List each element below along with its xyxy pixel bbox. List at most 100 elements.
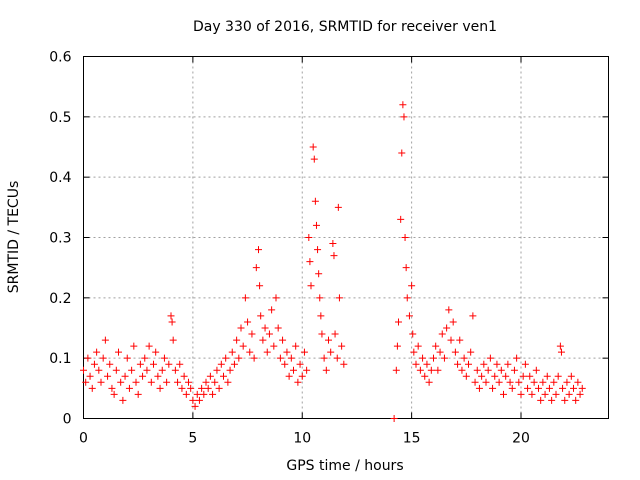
data-point [305,234,313,241]
data-point [209,390,217,398]
data-point [471,378,479,386]
data-point [84,354,92,362]
data-point [557,348,565,356]
x-tick-label: 0 [79,431,88,447]
data-point [449,318,457,326]
data-point [272,294,280,302]
data-point [263,348,271,356]
data-point [314,246,322,254]
data-point [303,366,311,374]
data-point [268,306,276,314]
data-point [576,390,584,398]
data-point [524,384,532,392]
data-point [110,390,118,398]
data-point [200,390,208,398]
data-point [403,294,411,302]
data-point [318,330,326,338]
data-point [506,378,514,386]
x-tick-label: 15 [403,431,421,447]
data-point [443,324,451,332]
data-point [230,360,238,368]
data-point [440,354,448,362]
data-point [202,378,210,386]
data-point [419,354,427,362]
data-point [405,312,413,320]
data-point [285,372,293,380]
data-points [80,101,586,422]
data-point [246,348,254,356]
y-tick-label: 0.3 [49,231,71,247]
data-point [438,330,446,338]
data-point [454,360,462,368]
data-point [134,390,142,398]
y-tick-label: 0.1 [49,351,71,367]
data-point [504,360,512,368]
data-point [306,258,314,266]
data-point [298,372,306,380]
data-point [578,384,586,392]
data-point [493,360,501,368]
data-point [548,396,556,404]
y-tick-label: 0.5 [49,110,71,126]
data-point [244,318,252,326]
data-point [327,348,335,356]
data-point [330,252,338,260]
data-point [99,354,107,362]
data-point [312,221,320,229]
data-point [574,378,582,386]
data-point [154,372,162,380]
data-point [296,360,304,368]
data-point [119,396,127,404]
data-point [198,384,206,392]
data-point [408,282,416,290]
data-point [423,360,431,368]
data-point [294,378,302,386]
y-tick-label: 0.2 [49,291,71,307]
data-point [390,415,398,422]
data-point [290,366,297,374]
data-point [400,113,408,121]
data-point [195,396,203,404]
data-point [559,384,567,392]
data-point [320,354,328,362]
data-point [497,366,505,374]
data-point [416,366,424,374]
data-point [160,354,168,362]
x-tick-label: 5 [188,431,197,447]
data-point [171,366,179,374]
data-point [283,348,291,356]
data-point [176,360,184,368]
data-point [316,294,324,302]
data-point [333,354,341,362]
data-point [467,348,475,356]
data-point [228,348,236,356]
data-point [427,366,435,374]
data-point [502,372,510,380]
data-point [469,312,477,320]
data-point [220,372,227,380]
data-point [93,348,101,356]
data-point [136,360,144,368]
data-point [570,384,577,392]
data-point [515,378,523,386]
data-point [401,234,409,241]
data-point [182,390,190,398]
data-point [156,384,164,392]
data-point [530,378,538,386]
data-point [478,372,486,380]
data-point [331,330,339,338]
data-point [486,354,494,362]
y-tick-label: 0.6 [49,50,71,66]
data-point [430,354,437,362]
data-point [97,378,105,386]
data-point [447,336,455,344]
data-point [191,402,199,410]
data-point [519,372,527,380]
data-point [556,342,564,350]
data-point [528,390,536,398]
data-point [484,366,492,374]
data-point [281,360,289,368]
data-point [480,360,488,368]
data-point [193,390,201,398]
